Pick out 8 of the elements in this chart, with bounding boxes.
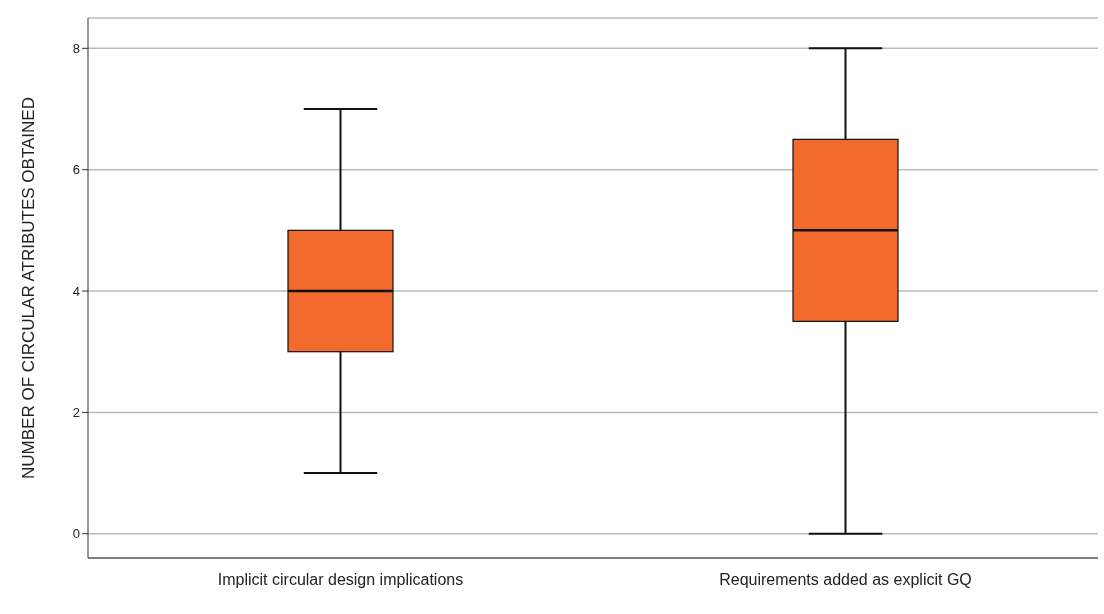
y-tick-label: 2 [72,405,80,420]
x-tick-label: Requirements added as explicit GQ [719,571,972,589]
y-tick-label: 8 [72,40,80,56]
y-tick-label: 0 [72,526,80,542]
y-tick-label: 6 [72,162,80,178]
y-axis-title: NUMBER OF CIRCULAR ATRIBUTES OBTAINED [19,97,39,479]
y-tick-label: 4 [72,283,80,299]
x-tick-label: Implicit circular design implications [217,571,464,589]
